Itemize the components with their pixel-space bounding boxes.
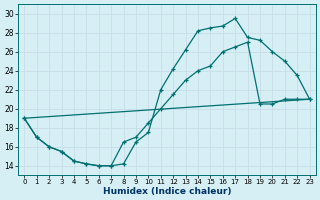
X-axis label: Humidex (Indice chaleur): Humidex (Indice chaleur) xyxy=(103,187,231,196)
